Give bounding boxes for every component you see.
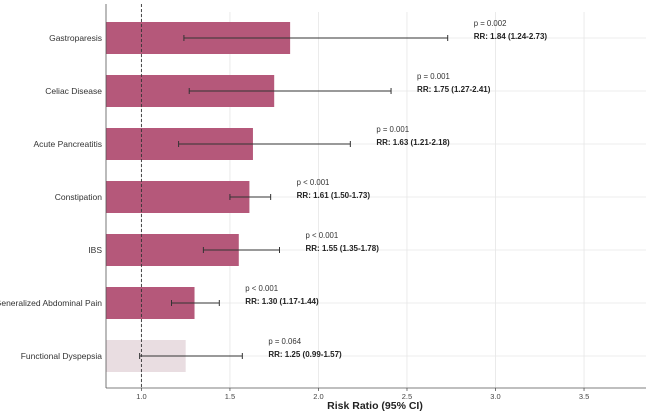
category-label: Acute Pancreatitis	[33, 139, 102, 149]
x-tick-label: 1.0	[136, 392, 146, 401]
category-label: Celiac Disease	[45, 86, 102, 96]
rr-value-label: RR: 1.75 (1.27-2.41)	[417, 85, 491, 94]
category-label: Generalized Abdominal Pain	[0, 298, 102, 308]
rr-value-label: RR: 1.61 (1.50-1.73)	[297, 191, 371, 200]
p-value-label: p < 0.001	[306, 231, 339, 240]
rr-value-label: RR: 1.30 (1.17-1.44)	[245, 297, 319, 306]
bar-constipation	[106, 181, 250, 213]
p-value-label: p = 0.064	[268, 337, 301, 346]
x-axis-title: Risk Ratio (95% CI)	[327, 400, 423, 412]
x-tick-label: 3.5	[579, 392, 589, 401]
p-value-label: p = 0.002	[474, 19, 507, 28]
category-label: Gastroparesis	[49, 33, 102, 43]
p-value-label: p = 0.001	[376, 125, 409, 134]
p-value-label: p = 0.001	[417, 72, 450, 81]
axis-layer: 1.0 1.5 2.0 2.5 3.0 3.5	[105, 4, 646, 401]
category-label: Functional Dyspepsia	[21, 351, 103, 361]
rr-value-label: RR: 1.84 (1.24-2.73)	[474, 32, 548, 41]
rr-value-label: RR: 1.63 (1.21-2.18)	[376, 138, 450, 147]
p-value-label: p < 0.001	[245, 284, 278, 293]
x-tick-label: 2.0	[313, 392, 323, 401]
rr-value-label: RR: 1.25 (0.99-1.57)	[268, 350, 342, 359]
label-layer: Gastroparesis p = 0.002 RR: 1.84 (1.24-2.7…	[0, 19, 547, 361]
rr-value-label: RR: 1.55 (1.35-1.78)	[306, 244, 380, 253]
whisker-layer	[139, 35, 449, 359]
category-label: IBS	[88, 245, 102, 255]
category-label: Constipation	[55, 192, 103, 202]
x-tick-label: 1.5	[225, 392, 235, 401]
p-value-label: p < 0.001	[297, 178, 330, 187]
x-tick-label: 2.5	[402, 392, 412, 401]
x-tick-label: 3.0	[490, 392, 500, 401]
